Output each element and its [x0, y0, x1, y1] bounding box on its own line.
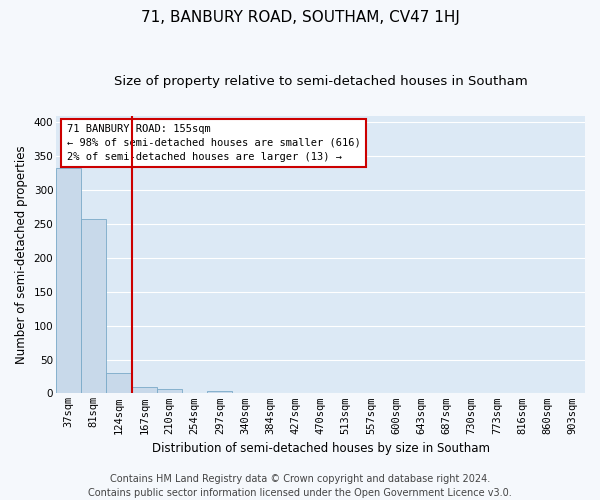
Text: 71, BANBURY ROAD, SOUTHAM, CV47 1HJ: 71, BANBURY ROAD, SOUTHAM, CV47 1HJ	[140, 10, 460, 25]
Text: Contains HM Land Registry data © Crown copyright and database right 2024.
Contai: Contains HM Land Registry data © Crown c…	[88, 474, 512, 498]
Bar	[56, 168, 81, 394]
Bar	[207, 390, 232, 394]
Y-axis label: Number of semi-detached properties: Number of semi-detached properties	[15, 145, 28, 364]
Bar	[81, 218, 106, 394]
Text: 71 BANBURY ROAD: 155sqm
← 98% of semi-detached houses are smaller (616)
2% of se: 71 BANBURY ROAD: 155sqm ← 98% of semi-de…	[67, 124, 361, 162]
Bar	[106, 373, 131, 394]
X-axis label: Distribution of semi-detached houses by size in Southam: Distribution of semi-detached houses by …	[152, 442, 490, 455]
Title: Size of property relative to semi-detached houses in Southam: Size of property relative to semi-detach…	[113, 75, 527, 88]
Bar	[157, 388, 182, 394]
Bar	[131, 388, 157, 394]
